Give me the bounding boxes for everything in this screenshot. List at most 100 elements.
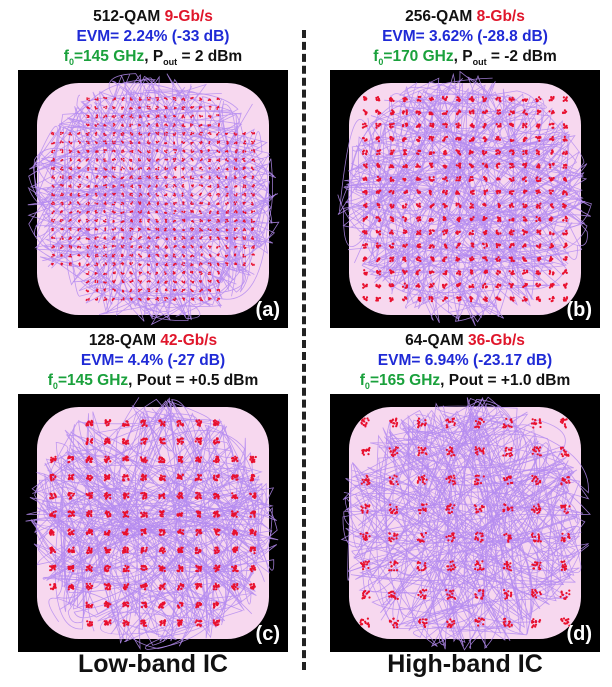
constellation-point xyxy=(443,260,446,263)
constellation-point xyxy=(564,244,567,247)
constellation-point xyxy=(217,193,220,195)
constellation-point xyxy=(87,210,89,213)
constellation-point xyxy=(157,177,159,180)
constellation-point xyxy=(54,583,57,586)
constellation-point xyxy=(233,132,236,134)
constellation-point xyxy=(251,253,254,256)
constellation-point xyxy=(70,264,72,266)
constellation-point xyxy=(405,270,408,273)
constellation-point xyxy=(131,134,133,136)
constellation-point xyxy=(181,272,184,274)
constellation-point xyxy=(106,533,109,536)
constellation-point xyxy=(129,290,132,293)
constellation-point xyxy=(510,99,513,102)
constellation-point xyxy=(97,99,99,101)
constellation-point xyxy=(472,126,475,129)
constellation-point xyxy=(403,282,406,285)
constellation-point xyxy=(182,125,184,128)
constellation-point xyxy=(107,493,111,496)
constellation-point xyxy=(199,220,202,222)
constellation-point xyxy=(498,189,502,193)
constellation-point xyxy=(61,236,63,238)
constellation-point xyxy=(199,218,202,221)
constellation-point xyxy=(482,218,485,222)
constellation-point xyxy=(146,168,149,170)
constellation-point xyxy=(210,279,212,282)
constellation-point xyxy=(190,106,192,109)
constellation-point xyxy=(483,193,486,196)
constellation-point xyxy=(166,280,168,283)
constellation-point xyxy=(156,288,159,291)
constellation-point xyxy=(190,264,193,266)
constellation-point xyxy=(190,131,193,134)
constellation-point xyxy=(378,296,382,300)
constellation-point xyxy=(50,132,53,135)
constellation-point xyxy=(103,220,105,222)
constellation-point xyxy=(208,167,211,169)
constellation-point xyxy=(88,184,90,187)
constellation-point xyxy=(442,97,445,100)
constellation-point xyxy=(428,296,431,299)
constellation-point xyxy=(138,253,140,256)
constellation-point xyxy=(140,98,142,101)
trajectory-trace xyxy=(27,74,262,321)
constellation-point xyxy=(107,474,110,477)
constellation-point xyxy=(563,126,566,129)
constellation-point xyxy=(113,106,115,109)
constellation-point xyxy=(184,237,186,240)
constellation-point xyxy=(138,142,141,145)
constellation-point xyxy=(61,210,63,213)
constellation-point xyxy=(429,244,432,247)
constellation-point xyxy=(402,231,405,234)
constellation-point xyxy=(523,259,526,262)
constellation-point xyxy=(62,168,64,171)
constellation-point xyxy=(111,115,114,118)
constellation-point xyxy=(416,138,419,141)
constellation-point xyxy=(112,106,114,108)
constellation-point xyxy=(183,255,185,257)
modulation-label: 512-QAM xyxy=(93,8,161,25)
constellation-point xyxy=(52,473,55,476)
constellation-point xyxy=(508,256,511,259)
constellation-point xyxy=(252,141,254,143)
constellation-point xyxy=(78,253,80,256)
constellation-point xyxy=(469,232,472,235)
constellation-point xyxy=(432,123,435,126)
constellation-point xyxy=(210,115,212,117)
constellation-point xyxy=(139,97,141,99)
constellation-point xyxy=(468,152,471,155)
constellation-point xyxy=(131,195,133,197)
constellation-point xyxy=(389,257,392,260)
constellation-point xyxy=(181,116,183,119)
constellation-point xyxy=(525,283,528,287)
constellation-point xyxy=(244,131,246,134)
constellation-point xyxy=(233,168,236,170)
constellation-point xyxy=(173,263,176,266)
constellation-point xyxy=(485,285,488,288)
constellation-point xyxy=(68,220,70,222)
constellation-point xyxy=(565,258,568,261)
constellation-point xyxy=(455,256,458,259)
trajectory-trace xyxy=(51,90,261,273)
constellation-point xyxy=(225,229,228,231)
constellation-point xyxy=(235,201,238,203)
constellation-point xyxy=(391,139,394,142)
constellation-point xyxy=(121,246,123,248)
constellation-point xyxy=(156,132,158,135)
constellation-point xyxy=(471,151,474,154)
constellation-point xyxy=(445,205,448,208)
constellation-point xyxy=(404,137,407,141)
constellation-point xyxy=(217,254,219,257)
constellation-point xyxy=(226,220,228,222)
constellation-point xyxy=(51,151,53,153)
constellation-point xyxy=(94,219,97,222)
constellation-point xyxy=(183,116,185,119)
constellation-point xyxy=(455,204,458,207)
constellation-point xyxy=(243,184,245,186)
constellation-point xyxy=(106,514,109,517)
constellation-plot-a: (a) xyxy=(18,70,288,328)
constellation-point xyxy=(419,99,422,102)
constellation-point xyxy=(482,125,485,128)
constellation-point xyxy=(77,238,80,241)
constellation-point xyxy=(208,149,210,152)
